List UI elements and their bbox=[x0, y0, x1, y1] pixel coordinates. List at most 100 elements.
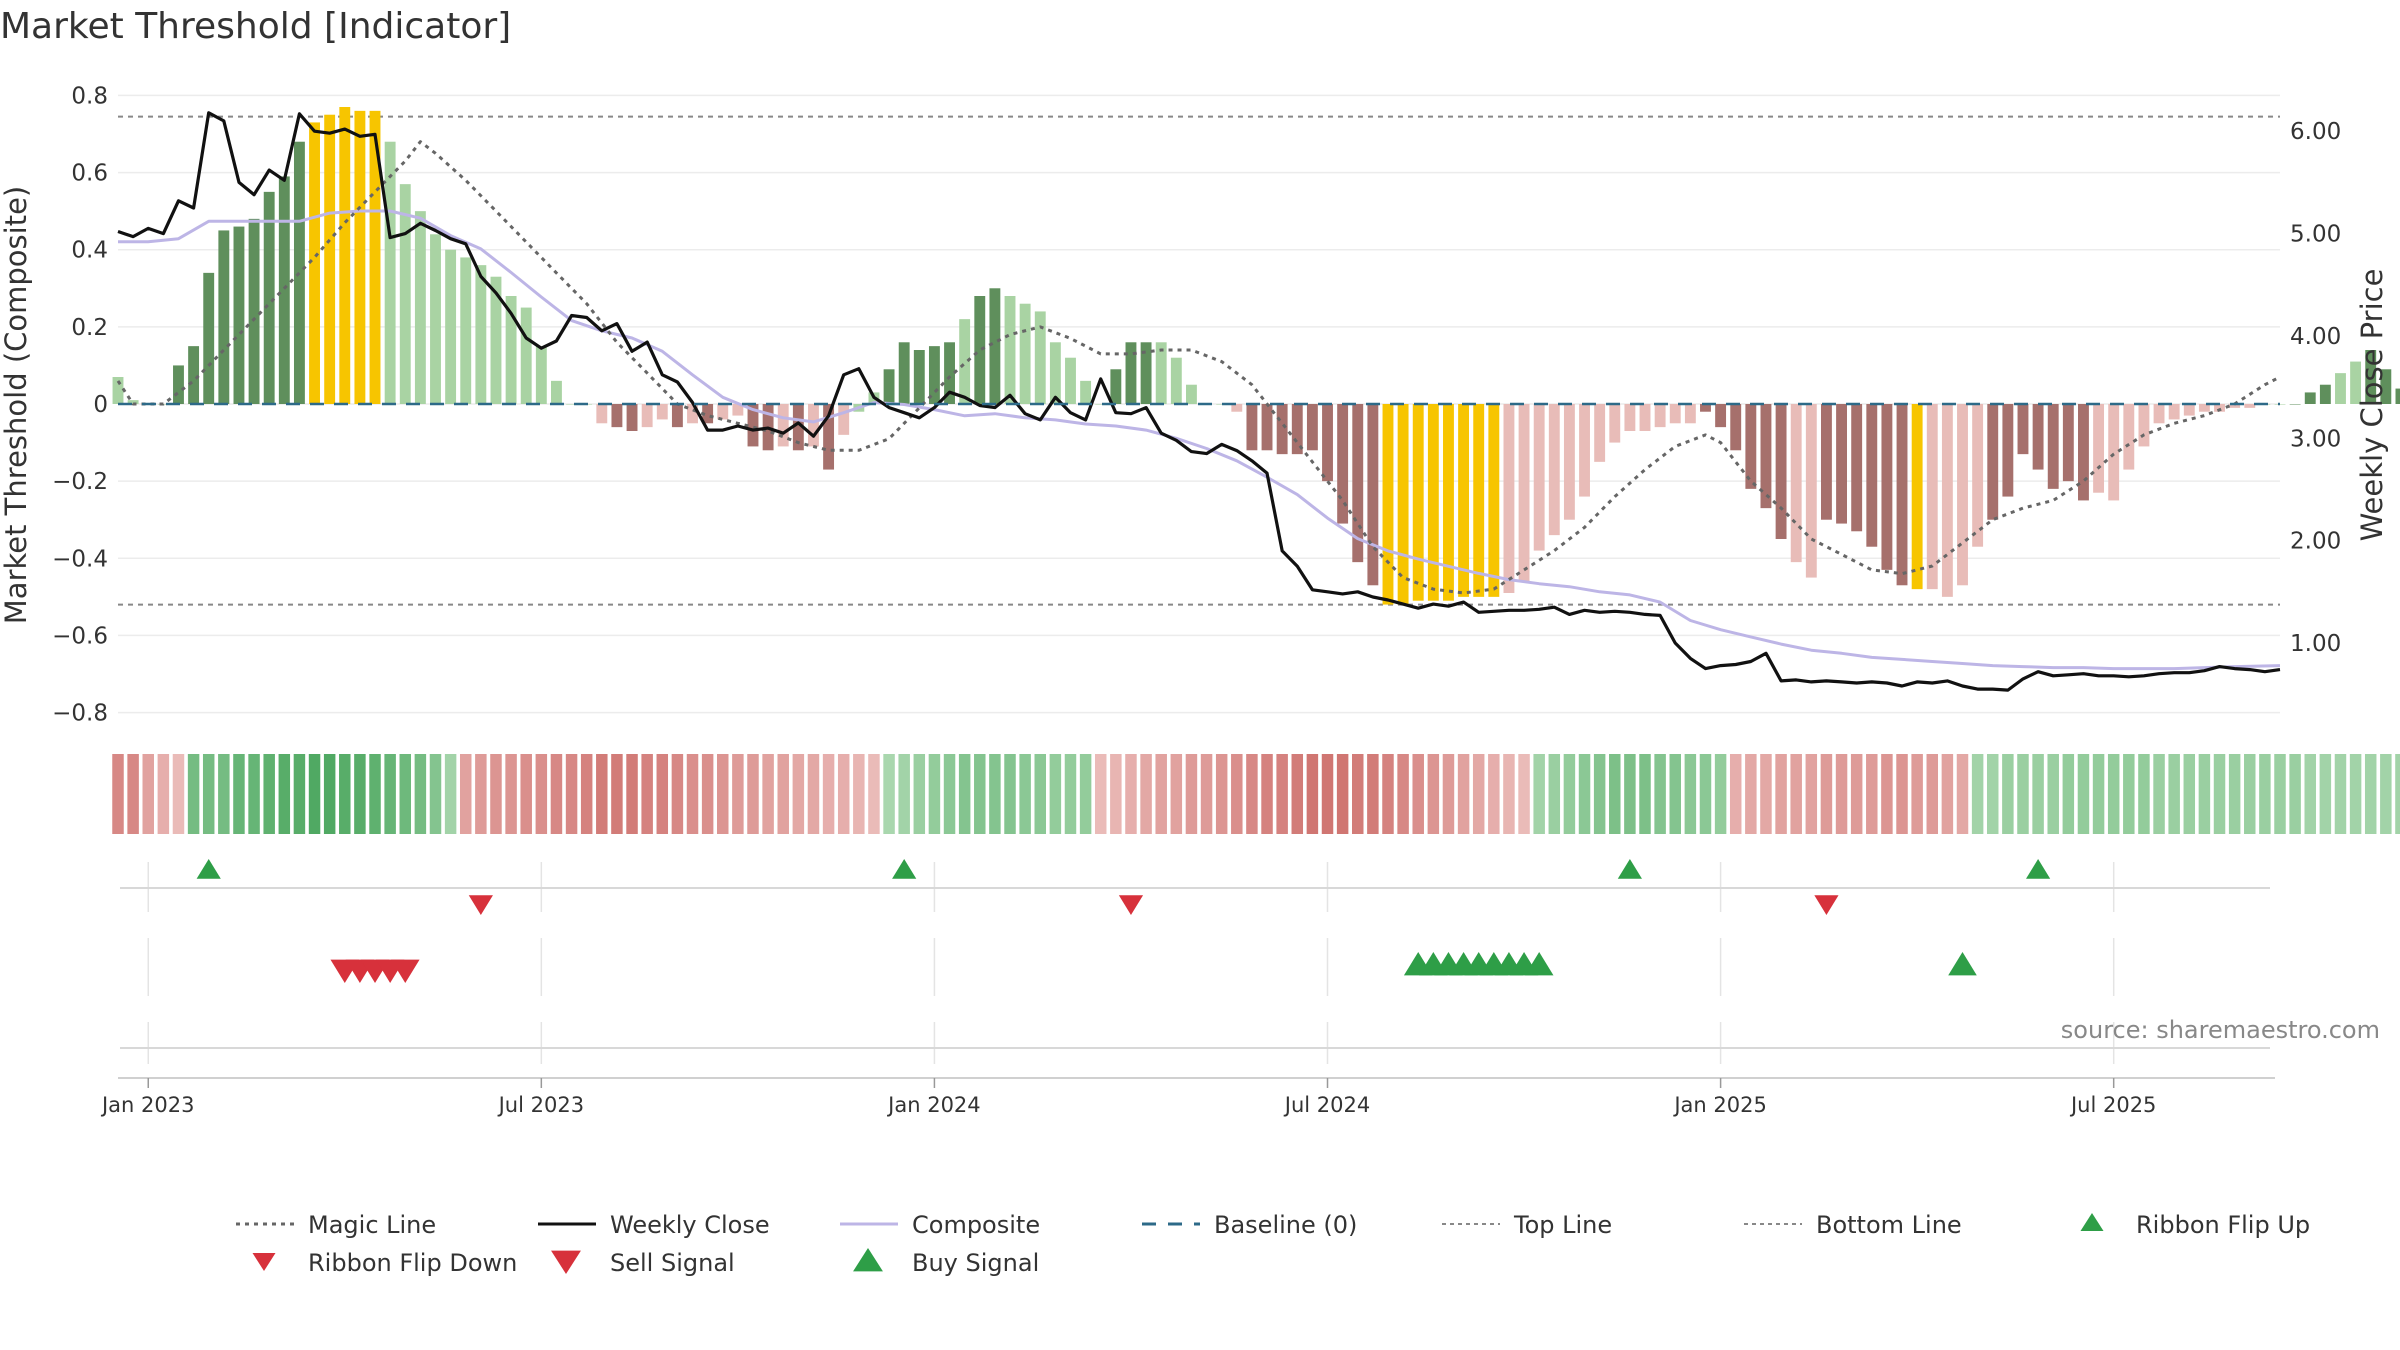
ribbon-cell bbox=[1563, 754, 1576, 834]
ribbon-cell bbox=[2304, 754, 2316, 834]
ribbon-cell bbox=[202, 754, 215, 834]
ribbon-cell bbox=[354, 754, 366, 834]
ribbon-cell bbox=[717, 754, 729, 834]
ribbon-cell bbox=[293, 754, 306, 834]
composite-bar bbox=[702, 404, 714, 424]
composite-bar bbox=[2093, 404, 2105, 493]
composite-bar bbox=[1065, 357, 1076, 404]
ribbon-cell bbox=[1881, 754, 1893, 834]
composite-bar bbox=[1049, 342, 1061, 404]
composite-bar bbox=[1488, 404, 1500, 597]
composite-bar bbox=[1019, 303, 1031, 404]
legend-item: Ribbon Flip Up bbox=[2080, 1211, 2310, 1239]
y-tick-label: 0 bbox=[93, 392, 108, 418]
ribbon-cell bbox=[974, 754, 986, 834]
ribbon-cell bbox=[883, 754, 895, 834]
composite-bar bbox=[1170, 357, 1182, 404]
ribbon-cell bbox=[1911, 754, 1923, 834]
ribbon-cell bbox=[1034, 754, 1046, 834]
composite-bar bbox=[1276, 404, 1288, 455]
composite-bar bbox=[928, 346, 940, 404]
ribbon-cell bbox=[2017, 754, 2029, 834]
composite-bar bbox=[173, 365, 184, 404]
composite-bar bbox=[203, 272, 215, 404]
ribbon-cell bbox=[1593, 754, 1606, 834]
legend: Magic Line Weekly Close Composite Baseline … bbox=[236, 1211, 2310, 1277]
composite-bar bbox=[1125, 342, 1137, 404]
ribbon-cell bbox=[2153, 754, 2165, 834]
ribbon-cell bbox=[459, 754, 472, 834]
ribbon-cell bbox=[1442, 754, 1455, 834]
ribbon-cell bbox=[2228, 754, 2241, 834]
ribbon-cell bbox=[142, 754, 154, 834]
ribbon-cell bbox=[2349, 754, 2362, 834]
composite-bar bbox=[535, 346, 547, 404]
composite-bar bbox=[1322, 404, 1333, 482]
composite-bar bbox=[2017, 404, 2029, 455]
ribbon-cell bbox=[1382, 754, 1394, 834]
y2-tick-label: 5.00 bbox=[2290, 222, 2341, 248]
composite-bar bbox=[2047, 404, 2059, 489]
legend-item: Ribbon Flip Down bbox=[252, 1249, 517, 1277]
composite-bar bbox=[2365, 350, 2377, 404]
ribbon-cell bbox=[2168, 754, 2180, 834]
composite-bar bbox=[1382, 404, 1394, 605]
ribbon-cell bbox=[505, 754, 517, 834]
ribbon-cell bbox=[1578, 754, 1591, 834]
legend-swatch bbox=[252, 1253, 276, 1271]
ribbon-cell bbox=[2274, 754, 2286, 834]
composite-bar bbox=[2168, 404, 2180, 420]
buy-signal-marker bbox=[1524, 952, 1554, 976]
ribbon-cell bbox=[263, 754, 275, 834]
composite-bar bbox=[384, 141, 396, 404]
series-lines bbox=[116, 111, 2281, 692]
composite-bar bbox=[959, 319, 971, 404]
ribbon-cell bbox=[1714, 754, 1727, 834]
ribbon-cell bbox=[1896, 754, 1908, 834]
ribbon-cell bbox=[958, 754, 971, 834]
composite-bar bbox=[1866, 404, 1878, 547]
ribbon-cell bbox=[671, 754, 684, 834]
y-tick-label: 0.8 bbox=[71, 83, 108, 109]
composite-bar bbox=[671, 404, 683, 428]
date-tick-label: Jul 2023 bbox=[497, 1093, 584, 1117]
ribbon-cell bbox=[1654, 754, 1666, 834]
legend-label: Magic Line bbox=[308, 1211, 436, 1239]
ribbon-cell bbox=[172, 754, 185, 834]
legend-label: Buy Signal bbox=[912, 1249, 1039, 1277]
composite-bar bbox=[475, 265, 487, 404]
composite-bar bbox=[1594, 404, 1606, 462]
y2-tick-label: 2.00 bbox=[2290, 529, 2341, 555]
composite-bar bbox=[1397, 404, 1409, 605]
ribbon-cell bbox=[490, 754, 502, 834]
ribbon-cell bbox=[2334, 754, 2347, 834]
ribbon-cell bbox=[233, 754, 245, 834]
ribbon-cell bbox=[1427, 754, 1440, 834]
composite-bar bbox=[1730, 404, 1742, 451]
ribbon-cell bbox=[1336, 754, 1349, 834]
ribbon-cell bbox=[822, 754, 835, 834]
y2-axis-title: Weekly Close Price bbox=[2355, 269, 2389, 542]
composite-bar bbox=[1851, 404, 1863, 532]
composite-bar bbox=[1140, 342, 1152, 404]
date-tick-label: Jan 2023 bbox=[100, 1093, 195, 1117]
ribbon-cell bbox=[475, 754, 487, 834]
y-axis-title: Market Threshold (Composite) bbox=[0, 186, 33, 624]
composite-bar bbox=[2380, 369, 2392, 404]
composite-bar bbox=[1095, 404, 1107, 405]
composite-bar bbox=[838, 404, 850, 435]
ribbon-cell bbox=[1518, 754, 1530, 834]
axes: Market Threshold (Composite) Weekly Clos… bbox=[0, 83, 2389, 726]
composite-bar bbox=[1624, 404, 1636, 431]
date-tick-label: Jul 2024 bbox=[1283, 1093, 1370, 1117]
composite-bar bbox=[1004, 296, 1016, 404]
composite-bar bbox=[596, 404, 608, 424]
ribbon-cell bbox=[1533, 754, 1545, 834]
legend-label: Ribbon Flip Down bbox=[308, 1249, 517, 1277]
composite-bar bbox=[1684, 404, 1696, 424]
composite-bar bbox=[430, 234, 441, 404]
legend-label: Baseline (0) bbox=[1214, 1211, 1357, 1239]
composite-bar bbox=[2214, 404, 2225, 412]
ribbon-cell bbox=[1926, 754, 1939, 834]
y-tick-label: −0.4 bbox=[52, 546, 108, 572]
